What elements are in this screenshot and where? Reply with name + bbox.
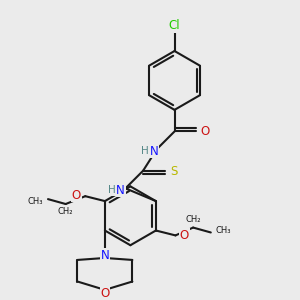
Text: O: O <box>100 287 110 300</box>
Text: CH₃: CH₃ <box>28 196 43 206</box>
Text: Cl: Cl <box>169 19 180 32</box>
Text: N: N <box>100 248 109 262</box>
Text: CH₃: CH₃ <box>216 226 231 235</box>
Text: H: H <box>108 185 116 195</box>
Text: O: O <box>180 229 189 242</box>
Text: N: N <box>116 184 125 197</box>
Text: O: O <box>200 125 210 138</box>
Text: N: N <box>149 145 158 158</box>
Text: CH₂: CH₂ <box>185 215 201 224</box>
Text: O: O <box>72 189 81 202</box>
Text: H: H <box>141 146 149 156</box>
Text: S: S <box>170 165 177 178</box>
Text: CH₂: CH₂ <box>58 207 74 216</box>
